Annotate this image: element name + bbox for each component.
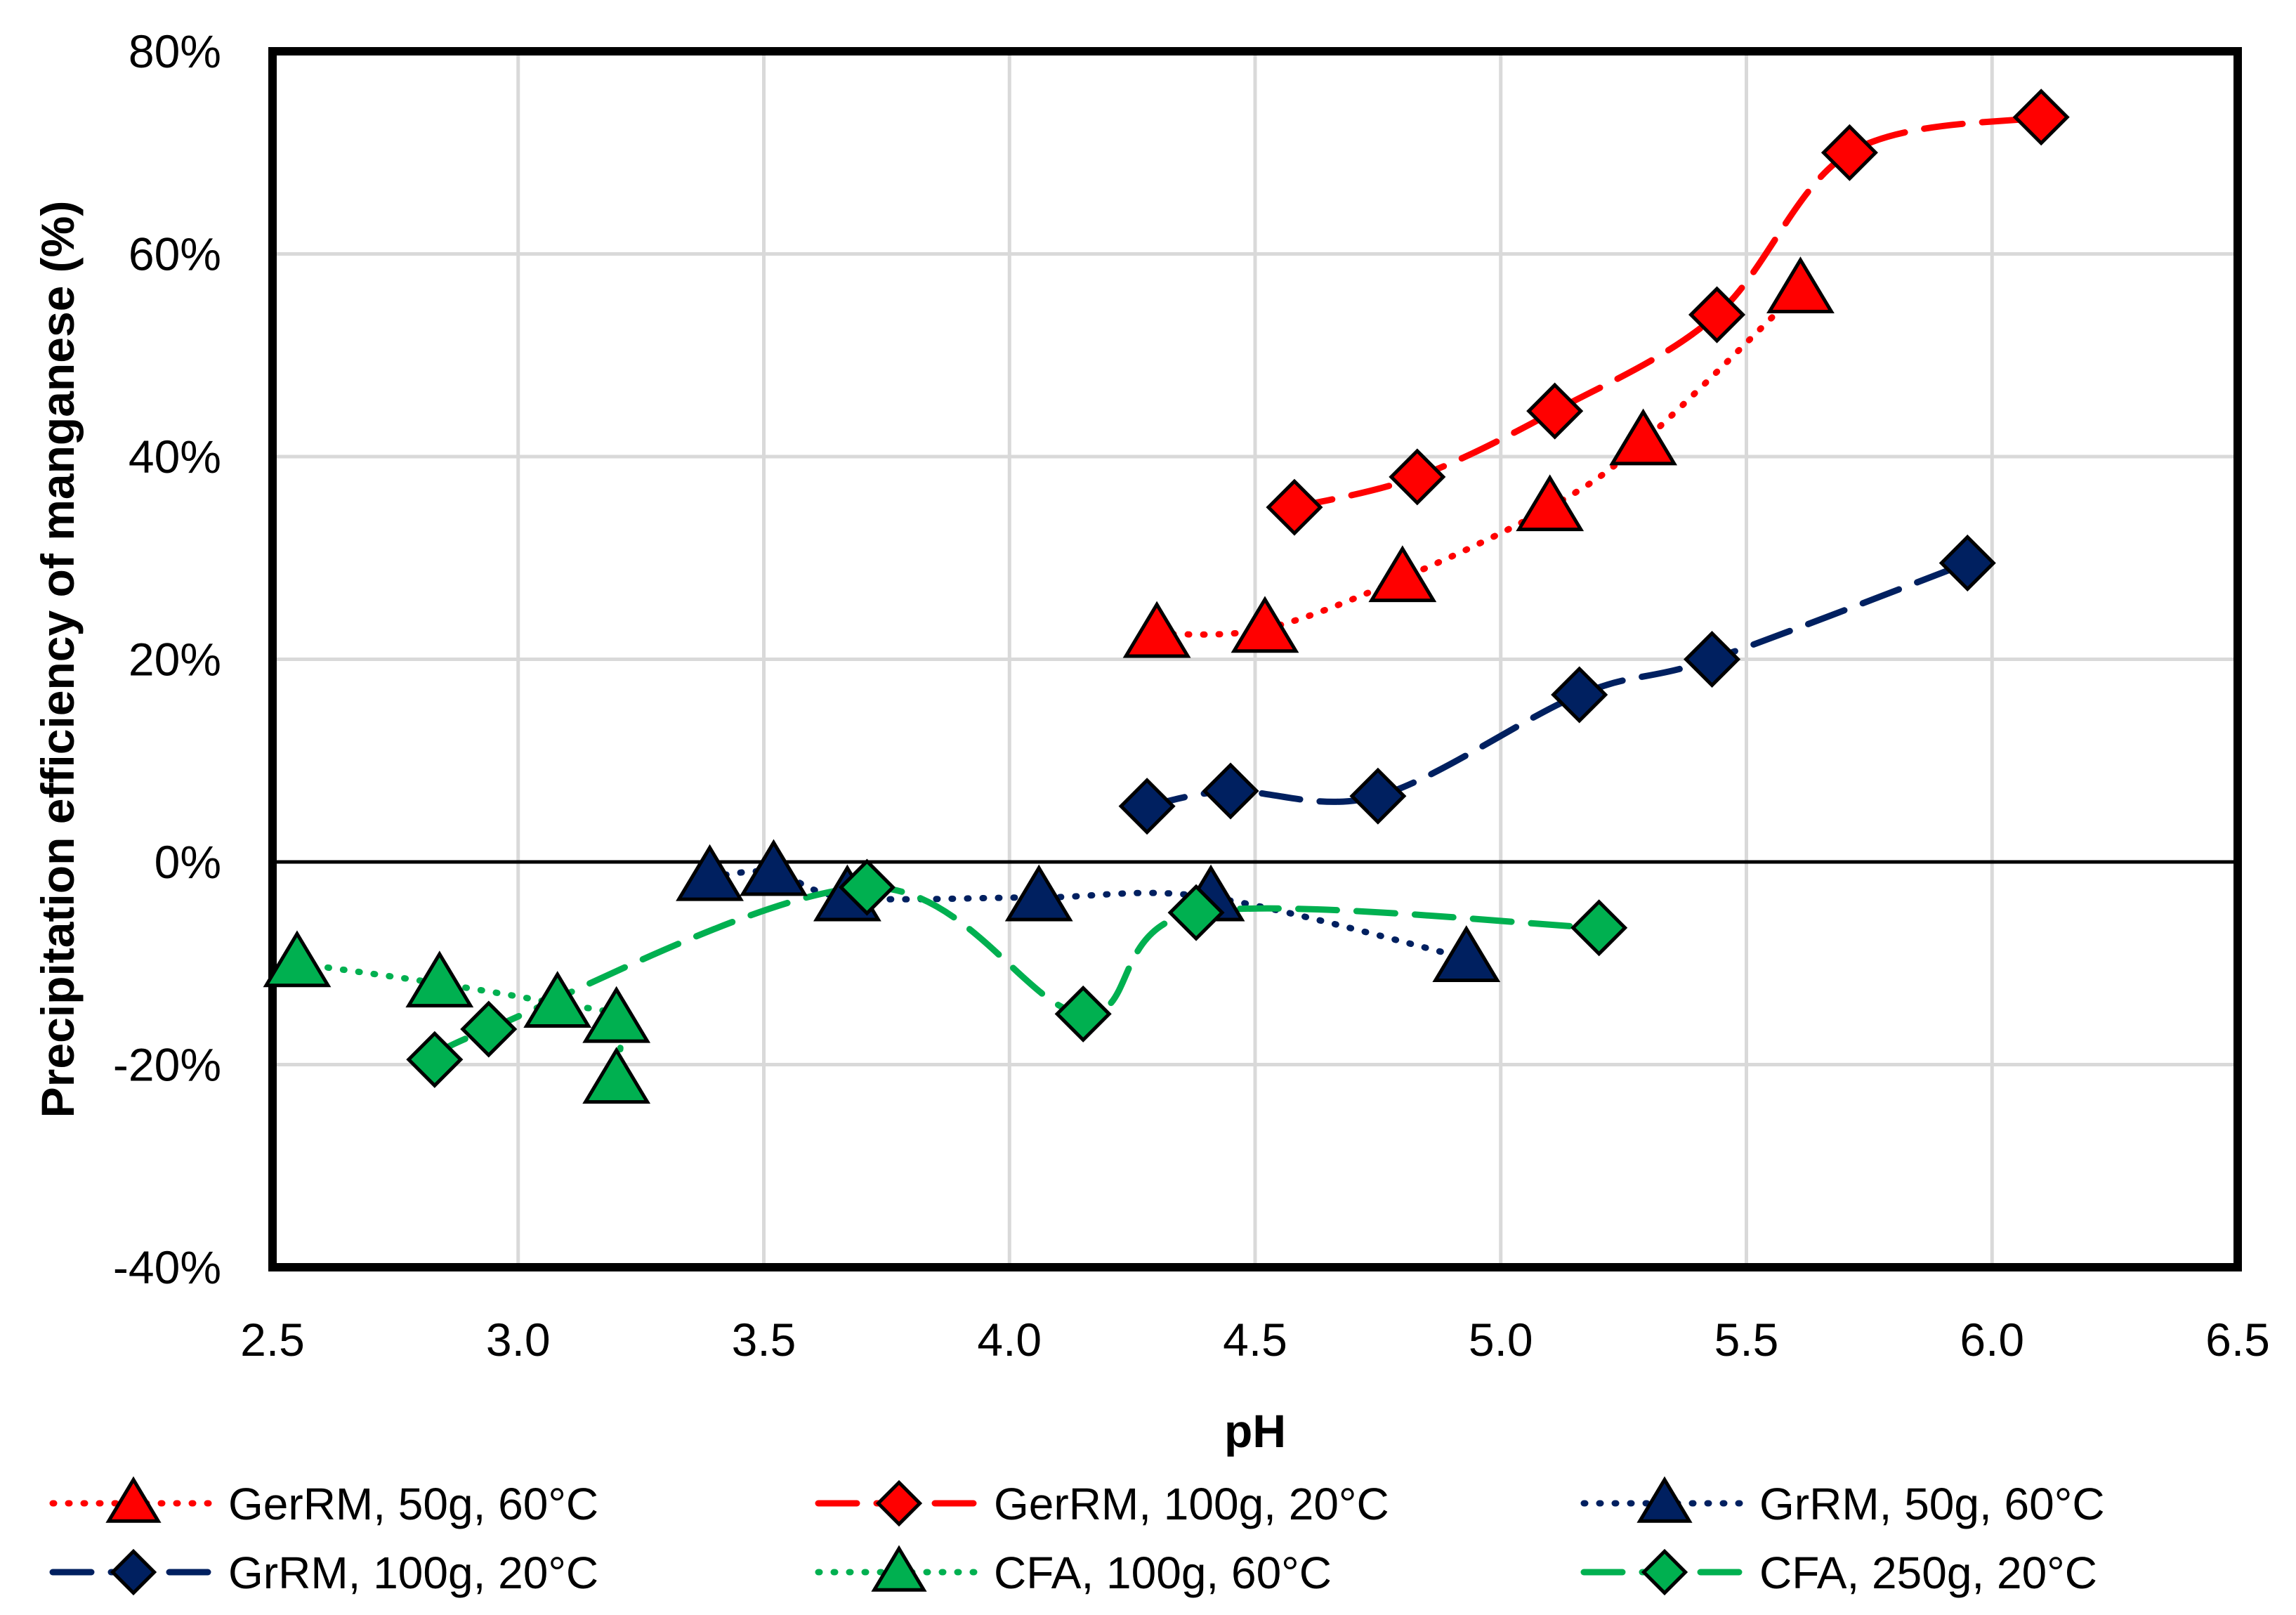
x-tick-label: 3.5 xyxy=(732,1314,796,1366)
data-point xyxy=(1349,767,1407,825)
series-line xyxy=(431,884,1603,1063)
data-point xyxy=(406,1031,464,1088)
y-axis-tick-labels: -40% -20% 0% 20% 40% 60% 80% xyxy=(113,25,221,1293)
x-axis-tick-labels: 2.5 3.0 3.5 4.0 4.5 5.0 5.5 6.0 6.5 xyxy=(240,1314,2270,1366)
data-point xyxy=(1122,601,1191,658)
data-point xyxy=(1939,534,1996,591)
legend-item: GerRM, 100g, 20°C xyxy=(815,1479,1389,1529)
legend-label: GrRM, 100g, 20°C xyxy=(228,1548,598,1598)
legend-label: GrRM, 50g, 60°C xyxy=(1759,1479,2105,1529)
data-point xyxy=(1688,286,1746,344)
data-point xyxy=(2012,89,2070,146)
legend-item: CFA, 100g, 60°C xyxy=(815,1545,1332,1598)
data-point xyxy=(1368,545,1437,603)
y-axis-title: Precipitation efficiency of manganese (%… xyxy=(32,201,84,1118)
legend-label: CFA, 100g, 60°C xyxy=(994,1548,1332,1598)
legend-marker xyxy=(1636,1476,1693,1523)
y-tick-label: -20% xyxy=(113,1039,221,1091)
plot-area-border xyxy=(268,47,2242,1271)
y-tick-label: 40% xyxy=(129,431,221,483)
x-tick-label: 4.5 xyxy=(1223,1314,1287,1366)
legend-label: GerRM, 50g, 60°C xyxy=(228,1479,598,1529)
data-point xyxy=(1526,382,1584,440)
y-tick-label: 80% xyxy=(129,25,221,77)
series-line xyxy=(294,960,624,1083)
data-point xyxy=(838,858,896,916)
data-point xyxy=(523,971,592,1028)
data-point xyxy=(1821,124,1878,181)
x-tick-label: 3.0 xyxy=(486,1314,551,1366)
data-point xyxy=(405,950,474,1008)
legend-marker xyxy=(105,1476,162,1523)
legend-marker xyxy=(875,1479,923,1527)
y-tick-label: -40% xyxy=(113,1241,221,1293)
data-point xyxy=(1054,985,1112,1042)
legend-marker xyxy=(1641,1548,1688,1596)
data-point xyxy=(460,1000,518,1058)
data-point xyxy=(1609,408,1678,466)
data-point xyxy=(1167,884,1225,941)
data-point xyxy=(1004,864,1073,922)
data-point xyxy=(1118,778,1176,835)
data-point xyxy=(582,986,651,1043)
series-line xyxy=(707,868,1470,962)
data-point xyxy=(676,844,744,901)
x-tick-label: 6.5 xyxy=(2205,1314,2270,1366)
data-point xyxy=(1683,630,1741,688)
legend-item: GerRM, 50g, 60°C xyxy=(49,1476,598,1529)
legend-label: CFA, 250g, 20°C xyxy=(1759,1548,2097,1598)
data-point xyxy=(1389,448,1446,506)
series-markers xyxy=(263,89,2070,1104)
data-point xyxy=(1432,925,1501,983)
legend-item: CFA, 250g, 20°C xyxy=(1580,1548,2097,1598)
data-point xyxy=(740,839,808,896)
data-point xyxy=(1202,762,1259,820)
data-point xyxy=(1516,474,1585,532)
y-tick-label: 20% xyxy=(129,634,221,686)
x-tick-label: 4.0 xyxy=(977,1314,1042,1366)
legend-marker xyxy=(110,1548,157,1596)
x-tick-label: 5.0 xyxy=(1469,1314,1533,1366)
data-point xyxy=(1570,899,1628,957)
data-point xyxy=(1231,596,1299,653)
data-point xyxy=(1766,256,1835,313)
data-point xyxy=(1266,478,1323,536)
legend-label: GerRM, 100g, 20°C xyxy=(994,1479,1389,1529)
y-tick-label: 60% xyxy=(129,228,221,280)
data-point xyxy=(1551,666,1608,724)
x-tick-label: 6.0 xyxy=(1960,1314,2024,1366)
data-point xyxy=(263,930,332,988)
legend: GerRM, 50g, 60°C GerRM, 100g, 20°C GrRM, 5… xyxy=(49,1476,2105,1598)
data-point xyxy=(582,1047,651,1104)
legend-marker xyxy=(871,1545,927,1592)
x-tick-label: 5.5 xyxy=(1714,1314,1779,1366)
y-tick-label: 0% xyxy=(155,836,221,888)
x-axis-title: pH xyxy=(1224,1405,1286,1457)
x-tick-label: 2.5 xyxy=(240,1314,305,1366)
legend-item: GrRM, 50g, 60°C xyxy=(1580,1476,2105,1529)
gridlines xyxy=(273,51,2238,1267)
legend-item: GrRM, 100g, 20°C xyxy=(49,1548,598,1598)
